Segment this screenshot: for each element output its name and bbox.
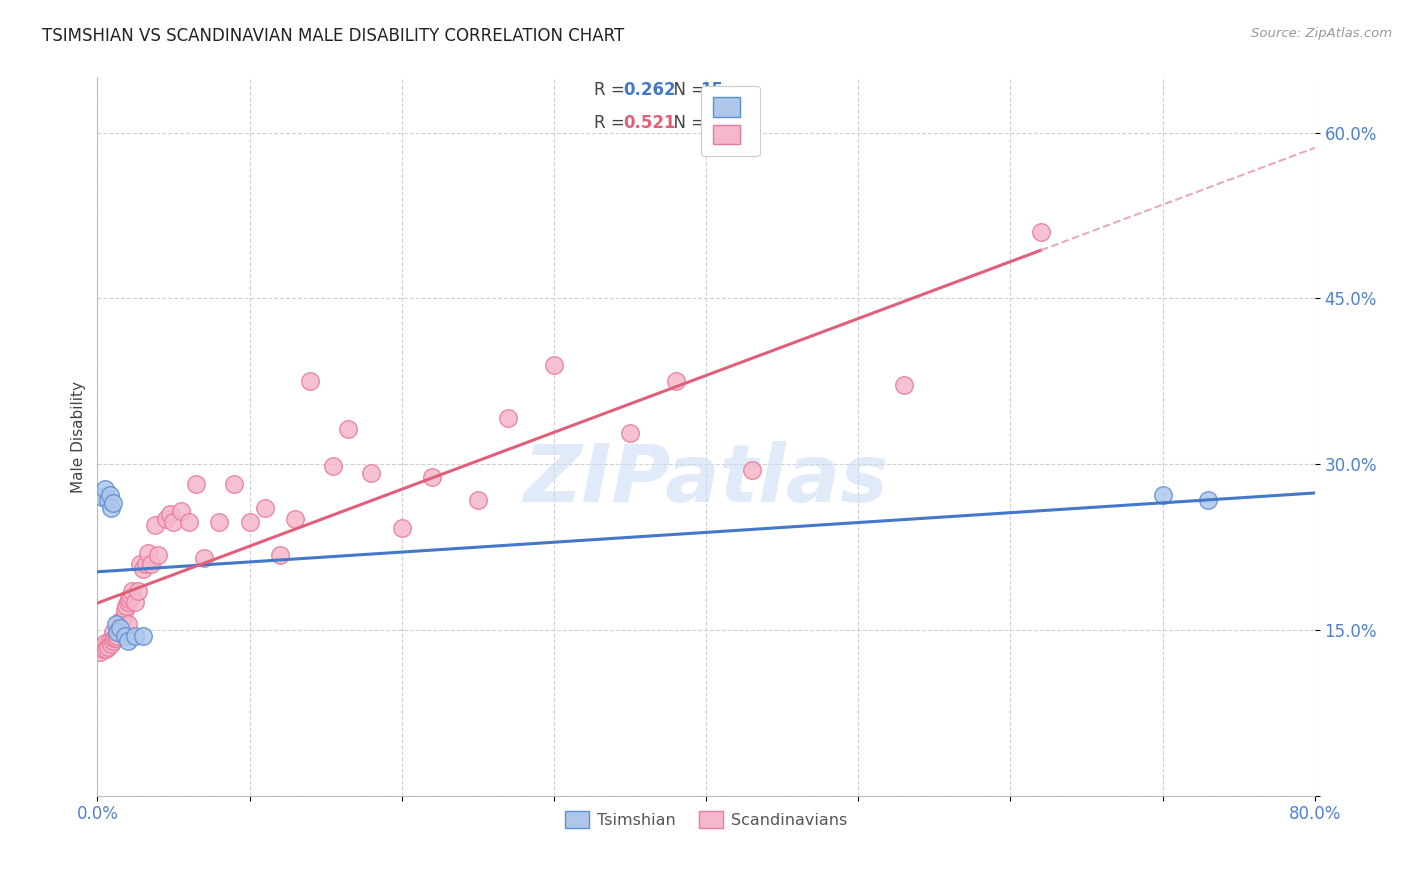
Point [420, 470, 443, 484]
Point [114, 628, 136, 642]
Point [121, 584, 143, 599]
Point [208, 515, 231, 529]
Point [97, 492, 120, 507]
Point [129, 557, 152, 571]
Point [108, 614, 131, 628]
Text: R =: R = [595, 113, 630, 132]
Point [117, 595, 139, 609]
Point [136, 546, 159, 560]
Point [253, 501, 276, 516]
Point [1197, 492, 1219, 507]
Point [100, 501, 122, 516]
Text: R =: R = [595, 81, 630, 99]
Point [496, 410, 519, 425]
Text: 0.262: 0.262 [623, 81, 676, 99]
Point [101, 625, 124, 640]
Point [105, 625, 128, 640]
Point [132, 562, 155, 576]
Point [120, 590, 142, 604]
Point [104, 617, 127, 632]
Point [90, 640, 112, 654]
Point [114, 603, 136, 617]
Point [93, 641, 115, 656]
Point [543, 358, 565, 372]
Point [89, 645, 111, 659]
Legend: Tsimshian, Scandinavians: Tsimshian, Scandinavians [558, 805, 853, 834]
Point [108, 621, 131, 635]
Text: 61: 61 [700, 113, 723, 132]
Point [139, 557, 162, 571]
Point [1029, 225, 1052, 239]
Point [893, 377, 915, 392]
Point [105, 628, 128, 642]
Point [1152, 488, 1174, 502]
Point [94, 636, 117, 650]
Point [117, 617, 139, 632]
Point [162, 515, 184, 529]
Point [177, 515, 200, 529]
Text: 0.521: 0.521 [623, 113, 676, 132]
Point [107, 625, 129, 640]
Point [97, 640, 120, 654]
Point [391, 521, 413, 535]
Text: TSIMSHIAN VS SCANDINAVIAN MALE DISABILITY CORRELATION CHART: TSIMSHIAN VS SCANDINAVIAN MALE DISABILIT… [42, 27, 624, 45]
Point [98, 634, 121, 648]
Text: N =: N = [664, 81, 711, 99]
Point [159, 507, 181, 521]
Point [170, 503, 193, 517]
Point [193, 551, 215, 566]
Point [238, 515, 260, 529]
Point [155, 512, 177, 526]
Point [619, 426, 641, 441]
Point [269, 548, 291, 562]
Point [127, 584, 149, 599]
Point [186, 477, 208, 491]
Point [224, 477, 246, 491]
Point [467, 492, 489, 507]
Point [101, 634, 124, 648]
Point [132, 628, 155, 642]
Point [94, 482, 117, 496]
Point [124, 628, 146, 642]
Point [115, 599, 138, 613]
Point [135, 557, 157, 571]
Point [322, 459, 344, 474]
Point [112, 612, 135, 626]
Point [360, 466, 382, 480]
Point [143, 518, 166, 533]
Text: N =: N = [664, 113, 711, 132]
Point [104, 631, 127, 645]
Text: Source: ZipAtlas.com: Source: ZipAtlas.com [1251, 27, 1392, 40]
Point [117, 634, 139, 648]
Point [284, 512, 307, 526]
Text: ZIPatlas: ZIPatlas [523, 441, 889, 518]
Point [98, 488, 121, 502]
Text: 15: 15 [700, 81, 723, 99]
Point [124, 595, 146, 609]
Point [299, 375, 322, 389]
Point [101, 496, 124, 510]
Point [741, 463, 763, 477]
Point [148, 548, 170, 562]
Point [118, 592, 141, 607]
Point [103, 631, 125, 645]
Y-axis label: Male Disability: Male Disability [72, 381, 86, 492]
Point [100, 637, 122, 651]
Point [337, 422, 360, 436]
Point [108, 623, 131, 637]
Point [665, 375, 688, 389]
Point [111, 617, 134, 632]
Point [96, 641, 118, 656]
Point [90, 491, 112, 505]
